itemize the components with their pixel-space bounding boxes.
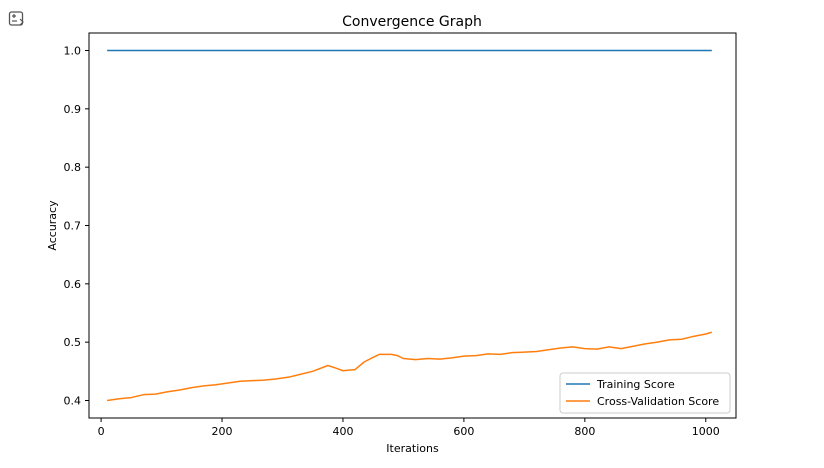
x-axis-ticks: 0 200 400 600 800 1000 (98, 418, 720, 438)
chart-title: Convergence Graph (342, 14, 482, 30)
x-tick-label: 800 (574, 425, 595, 438)
y-axis-ticks: 0.4 0.5 0.6 0.7 0.8 0.9 1.0 (64, 45, 89, 408)
legend-entry: Training Score (596, 378, 675, 391)
y-tick-label: 1.0 (64, 45, 82, 58)
plot-area (88, 32, 737, 419)
legend-box (559, 372, 731, 414)
y-tick-label: 0.8 (64, 161, 82, 174)
y-tick-label: 0.5 (64, 336, 82, 349)
legend-entry: Cross-Validation Score (597, 395, 719, 408)
y-tick-label: 0.9 (64, 103, 82, 116)
y-tick-label: 0.6 (64, 278, 82, 291)
y-tick-label: 0.7 (64, 220, 82, 233)
x-tick-label: 200 (212, 425, 233, 438)
series-line-1 (107, 331, 713, 402)
x-tick-label: 600 (453, 425, 474, 438)
series-lines (107, 49, 713, 402)
y-tick-label: 0.4 (64, 395, 82, 408)
legend: Training Score Cross-Validation Score (559, 372, 731, 414)
x-tick-label: 1000 (692, 425, 720, 438)
x-tick-label: 0 (98, 425, 105, 438)
y-axis-label: Accuracy (46, 200, 59, 251)
output-toggle-icon[interactable] (8, 10, 26, 28)
x-axis-label: Iterations (386, 442, 439, 455)
x-tick-label: 400 (332, 425, 353, 438)
